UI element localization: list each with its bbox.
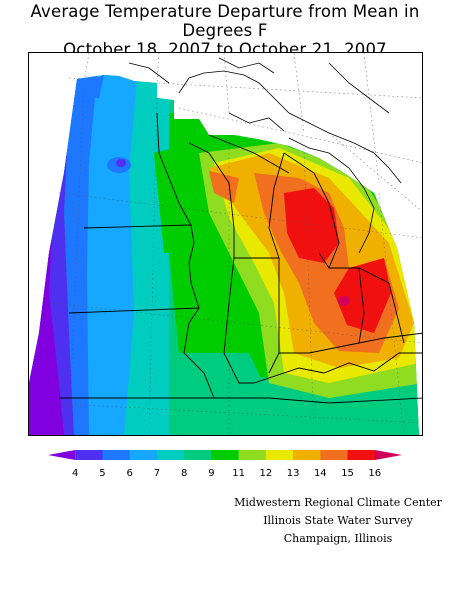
- legend-swatch: [374, 450, 402, 460]
- legend-swatch: [238, 450, 267, 460]
- state-boundaries: [59, 112, 422, 404]
- temperature-field: [29, 75, 419, 435]
- legend-tick-label: 15: [341, 468, 354, 479]
- legend-tick-label: 12: [259, 468, 272, 479]
- legend-swatch: [129, 450, 158, 460]
- credit-line-1: Midwestern Regional Climate Center: [234, 496, 442, 509]
- legend-tick-label: 8: [181, 468, 187, 479]
- legend-swatch: [211, 450, 240, 460]
- coastlines: [128, 57, 402, 254]
- legend-tick-label: 14: [314, 468, 327, 479]
- legend-labels: 4 5 6 7 8 9 11 12 13 14 15 16: [72, 468, 381, 479]
- color-legend: 4 5 6 7 8 9 11 12 13 14 15 16: [48, 450, 402, 479]
- legend-tick-label: 7: [154, 468, 160, 479]
- legend-tick-label: 16: [368, 468, 381, 479]
- legend-swatch: [75, 450, 103, 460]
- legend-tick-label: 6: [127, 468, 133, 479]
- legend-swatch: [48, 450, 76, 460]
- credits: Midwestern Regional Climate Center Illin…: [228, 494, 448, 548]
- legend-swatch: [265, 450, 294, 460]
- legend-swatch: [320, 450, 349, 460]
- temperature-map: [28, 52, 423, 436]
- title-line-1: Average Temperature Departure from Mean …: [30, 2, 420, 40]
- legend-swatch: [156, 450, 185, 460]
- legend-swatch: [347, 450, 376, 460]
- map-title: Average Temperature Departure from Mean …: [0, 2, 450, 59]
- legend-swatches: [48, 450, 402, 460]
- map-canvas: [29, 53, 422, 435]
- legend-tick-label: 4: [72, 468, 78, 479]
- legend-swatch: [184, 450, 212, 460]
- legend-swatch: [293, 450, 321, 460]
- legend-tick-label: 13: [287, 468, 300, 479]
- credit-line-2: Illinois State Water Survey: [263, 514, 413, 527]
- legend-swatch: [102, 450, 131, 460]
- credit-line-3: Champaign, Illinois: [283, 532, 393, 545]
- legend-tick-label: 11: [232, 468, 245, 479]
- legend-tick-label: 9: [208, 468, 214, 479]
- legend-tick-label: 5: [99, 468, 105, 479]
